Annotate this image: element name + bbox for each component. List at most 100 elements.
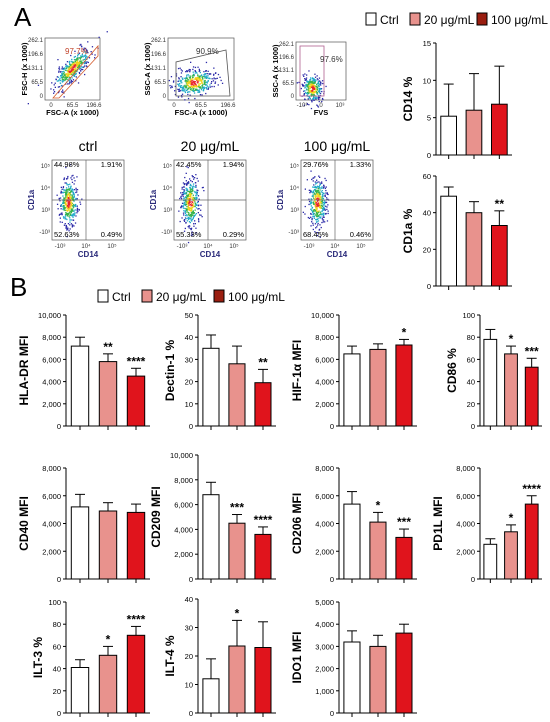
y-tick-label: 8,000	[42, 333, 61, 342]
event-dot	[57, 208, 59, 210]
event-dot	[58, 68, 61, 70]
event-dot	[311, 90, 313, 92]
event-dot	[190, 210, 192, 212]
event-dot	[70, 215, 72, 217]
event-dot	[203, 71, 205, 73]
event-dot	[185, 218, 187, 220]
event-dot	[180, 85, 182, 87]
gate-percent: 97.7%	[65, 47, 88, 56]
event-dot	[65, 192, 67, 195]
event-dot	[73, 68, 76, 71]
event-dot	[327, 204, 329, 206]
event-dot	[37, 84, 40, 86]
event-dot	[196, 89, 198, 91]
event-dot	[314, 223, 317, 225]
event-dot	[308, 90, 311, 92]
event-dot	[323, 216, 325, 218]
event-dot	[185, 199, 187, 202]
event-dot	[62, 187, 64, 189]
quadrant-cloud	[56, 164, 83, 238]
event-dot	[319, 204, 321, 206]
gating-ytick: 65.5	[31, 80, 43, 86]
event-dot	[76, 67, 78, 69]
event-dot	[178, 77, 180, 79]
quadrant-lr: 0.29%	[223, 230, 245, 239]
event-dot	[182, 87, 184, 89]
event-dot	[187, 206, 189, 208]
event-dot	[188, 68, 190, 71]
event-dot	[66, 218, 68, 221]
event-dot	[84, 65, 86, 67]
event-dot	[207, 80, 209, 83]
event-dot	[177, 88, 179, 90]
event-dot	[309, 90, 311, 92]
event-dot	[90, 51, 92, 53]
event-dot	[320, 226, 322, 229]
event-dot	[192, 185, 194, 187]
event-dot	[322, 219, 324, 221]
event-dot	[60, 204, 63, 206]
event-dot	[63, 71, 65, 74]
event-dot	[308, 70, 310, 72]
event-dot	[60, 190, 62, 192]
event-dot	[306, 89, 308, 91]
event-dot	[59, 217, 61, 219]
quadrant-xtick: 10⁴	[330, 243, 340, 250]
event-dot	[64, 74, 66, 76]
event-dot	[319, 176, 321, 178]
event-dot	[304, 90, 306, 92]
significance-marker: *	[509, 511, 514, 525]
event-dot	[181, 202, 184, 204]
y-axis-label: CD14 %	[401, 76, 415, 121]
panel-label-a: A	[14, 2, 32, 32]
event-dot	[76, 212, 78, 214]
legend-a-swatch-100	[476, 12, 488, 26]
event-dot	[313, 99, 315, 101]
event-dot	[72, 79, 75, 81]
event-dot	[316, 218, 318, 221]
event-dot	[67, 75, 69, 77]
event-dot	[78, 68, 80, 70]
event-dot	[65, 77, 68, 79]
y-tick-label: 40	[185, 595, 193, 604]
event-dot	[312, 195, 314, 198]
event-dot	[311, 206, 314, 209]
event-dot	[63, 91, 65, 93]
event-dot	[309, 79, 311, 81]
event-dot	[56, 80, 58, 82]
event-dot	[68, 192, 70, 194]
event-dot	[316, 213, 318, 215]
event-dot	[315, 98, 317, 100]
event-dot	[314, 198, 316, 200]
legend-b-ctrl: Ctrl	[112, 290, 131, 304]
event-dot	[308, 82, 310, 84]
event-dot	[318, 181, 320, 183]
quadrant-xtick: 10⁵	[107, 243, 117, 250]
event-dot	[184, 88, 186, 90]
event-dot	[189, 200, 191, 202]
y-tick-label: 40	[53, 665, 61, 674]
event-dot	[65, 198, 67, 201]
event-dot	[70, 204, 72, 207]
event-dot	[70, 67, 72, 69]
event-dot	[192, 78, 194, 80]
event-dot	[86, 50, 88, 52]
event-dot	[201, 81, 203, 83]
event-dot	[316, 88, 318, 90]
quadrant-xtick: -10³	[304, 244, 315, 250]
event-dot	[171, 85, 173, 87]
event-dot	[189, 200, 191, 203]
event-dot	[184, 192, 186, 195]
event-dot	[63, 207, 65, 209]
event-dot	[194, 205, 196, 207]
event-dot	[62, 206, 64, 208]
event-dot	[66, 228, 68, 230]
gate-outline	[299, 45, 325, 97]
event-dot	[85, 54, 87, 57]
event-dot	[320, 187, 322, 190]
event-dot	[204, 79, 206, 82]
event-dot	[192, 75, 194, 77]
event-dot	[310, 198, 312, 200]
event-dot	[183, 85, 185, 87]
event-dot	[69, 210, 71, 212]
